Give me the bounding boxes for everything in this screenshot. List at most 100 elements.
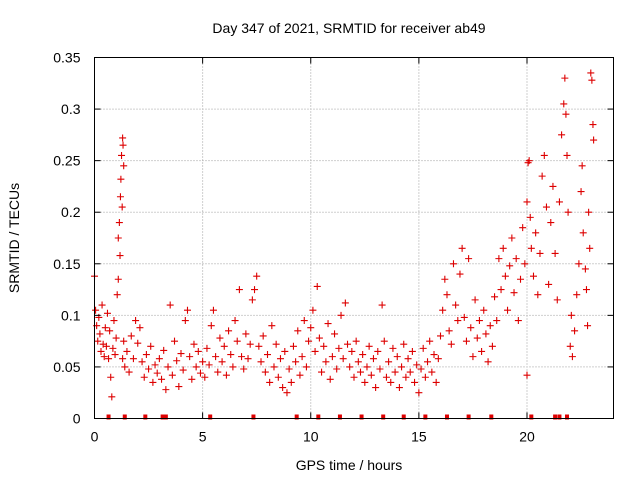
data-point <box>545 280 553 288</box>
data-point <box>497 286 505 294</box>
data-point <box>300 317 308 325</box>
data-point <box>389 344 397 352</box>
zero-data-point <box>122 414 127 420</box>
data-point <box>97 347 105 355</box>
data-point <box>111 351 119 359</box>
data-point <box>106 327 114 335</box>
data-point <box>322 358 330 366</box>
data-point <box>294 327 302 335</box>
data-point <box>560 100 568 108</box>
data-point <box>581 265 589 273</box>
data-point <box>504 306 512 314</box>
data-point <box>103 309 111 317</box>
data-point <box>307 324 315 332</box>
data-point <box>112 334 120 342</box>
zero-data-point <box>143 414 148 420</box>
data-point <box>480 306 488 314</box>
data-point <box>588 76 596 84</box>
data-point <box>129 355 137 363</box>
data-point <box>203 344 211 352</box>
data-point <box>110 317 118 325</box>
data-point <box>486 322 494 330</box>
data-point <box>331 330 339 338</box>
data-point <box>547 219 555 227</box>
data-point <box>238 353 246 361</box>
data-point <box>400 340 408 348</box>
data-point <box>220 342 228 350</box>
data-point <box>138 358 146 366</box>
data-point <box>475 317 483 325</box>
data-point <box>270 363 278 371</box>
data-point <box>251 286 259 294</box>
y-tick-label: 0.3 <box>61 101 81 117</box>
data-point <box>434 355 442 363</box>
data-point <box>259 332 267 340</box>
data-point <box>98 301 106 309</box>
y-axis-label: SRMTID / TECUs <box>6 183 22 293</box>
data-point <box>564 208 572 216</box>
data-point <box>164 363 172 371</box>
data-point <box>190 340 198 348</box>
data-point <box>118 203 126 211</box>
data-point <box>467 324 475 332</box>
data-point <box>417 365 425 373</box>
data-point <box>454 317 462 325</box>
data-point <box>145 365 153 373</box>
y-tick-label: 0.15 <box>53 256 80 272</box>
x-tick-label: 10 <box>303 429 319 445</box>
data-point <box>225 327 233 335</box>
data-points <box>91 69 598 420</box>
data-point <box>586 244 594 252</box>
data-point <box>376 365 384 373</box>
data-point <box>240 365 248 373</box>
data-point <box>380 337 388 345</box>
data-point <box>94 337 102 345</box>
zero-data-point <box>251 414 256 420</box>
data-point <box>222 371 230 379</box>
data-point <box>242 330 250 338</box>
data-point <box>512 255 520 263</box>
data-point <box>473 334 481 342</box>
data-point <box>555 198 563 206</box>
data-point <box>162 386 170 394</box>
data-point <box>385 358 393 366</box>
data-point <box>272 340 280 348</box>
data-point <box>382 373 390 381</box>
data-point <box>151 361 159 369</box>
data-point <box>283 389 291 397</box>
data-point <box>526 213 534 221</box>
data-point <box>244 355 252 363</box>
data-point <box>136 324 144 332</box>
data-point <box>171 337 179 345</box>
data-point <box>359 351 367 359</box>
data-point <box>105 355 113 363</box>
data-point <box>562 110 570 118</box>
data-point <box>109 344 117 352</box>
data-point <box>218 358 226 366</box>
data-point <box>166 301 174 309</box>
data-point <box>348 347 356 355</box>
data-point <box>117 175 125 183</box>
zero-data-point <box>557 414 562 420</box>
data-point <box>413 361 421 369</box>
data-point <box>142 351 150 359</box>
zero-data-point <box>529 414 534 420</box>
data-point <box>452 301 460 309</box>
data-point <box>253 272 261 280</box>
data-point <box>177 350 185 358</box>
data-point <box>186 353 194 361</box>
data-point <box>445 327 453 335</box>
data-point <box>350 373 358 381</box>
data-point <box>315 334 323 342</box>
data-point <box>575 260 583 268</box>
data-point <box>119 355 127 363</box>
data-point <box>344 340 352 348</box>
data-point <box>123 347 131 355</box>
data-point <box>510 289 518 297</box>
data-point <box>285 365 293 373</box>
data-point <box>387 378 395 386</box>
zero-data-point <box>423 414 428 420</box>
data-point <box>209 306 217 314</box>
